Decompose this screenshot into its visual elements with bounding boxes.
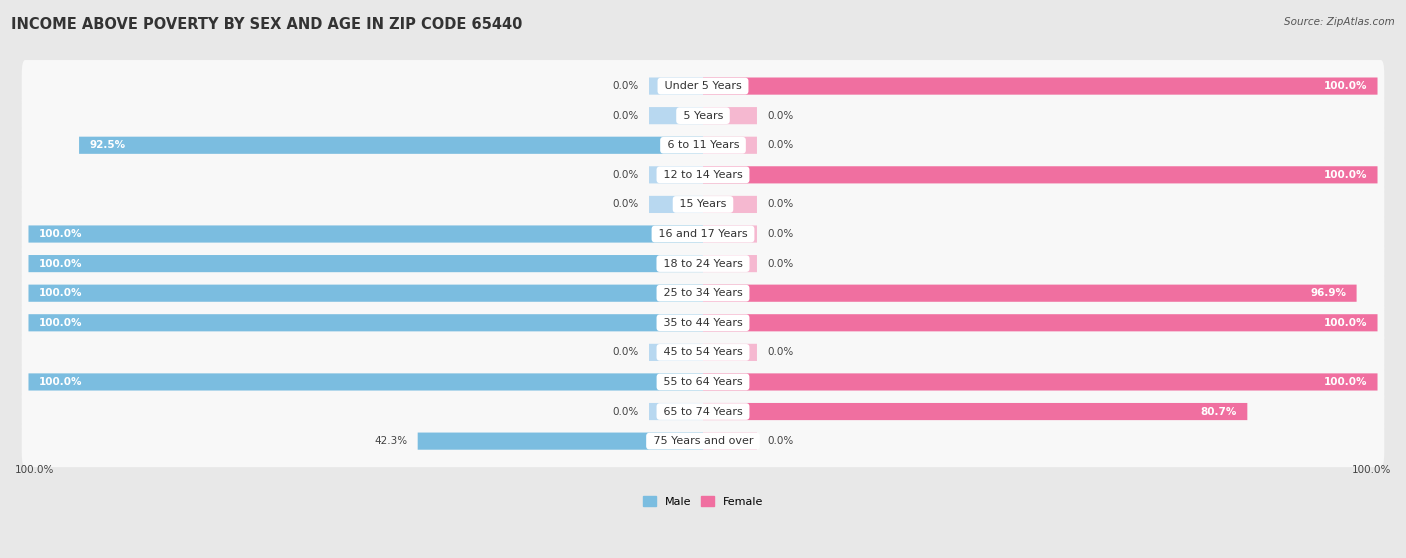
- FancyBboxPatch shape: [703, 166, 1378, 184]
- Text: 15 Years: 15 Years: [676, 199, 730, 209]
- FancyBboxPatch shape: [703, 403, 1247, 420]
- Text: 100.0%: 100.0%: [1324, 81, 1368, 91]
- FancyBboxPatch shape: [21, 119, 1385, 171]
- FancyBboxPatch shape: [28, 225, 703, 243]
- Text: 6 to 11 Years: 6 to 11 Years: [664, 140, 742, 150]
- Text: 42.3%: 42.3%: [374, 436, 408, 446]
- FancyBboxPatch shape: [703, 344, 756, 361]
- FancyBboxPatch shape: [28, 373, 703, 391]
- Text: 0.0%: 0.0%: [768, 110, 793, 121]
- FancyBboxPatch shape: [21, 356, 1385, 408]
- Text: 0.0%: 0.0%: [613, 348, 638, 357]
- Text: 0.0%: 0.0%: [768, 140, 793, 150]
- FancyBboxPatch shape: [703, 285, 1357, 302]
- FancyBboxPatch shape: [28, 314, 703, 331]
- Text: 0.0%: 0.0%: [613, 407, 638, 416]
- FancyBboxPatch shape: [703, 137, 756, 154]
- FancyBboxPatch shape: [21, 238, 1385, 290]
- FancyBboxPatch shape: [79, 137, 703, 154]
- FancyBboxPatch shape: [703, 196, 756, 213]
- FancyBboxPatch shape: [21, 149, 1385, 201]
- Text: 75 Years and over: 75 Years and over: [650, 436, 756, 446]
- FancyBboxPatch shape: [650, 403, 703, 420]
- Text: INCOME ABOVE POVERTY BY SEX AND AGE IN ZIP CODE 65440: INCOME ABOVE POVERTY BY SEX AND AGE IN Z…: [11, 17, 523, 32]
- Text: 0.0%: 0.0%: [768, 199, 793, 209]
- Text: 100.0%: 100.0%: [38, 318, 82, 328]
- Text: 96.9%: 96.9%: [1310, 288, 1347, 298]
- FancyBboxPatch shape: [703, 373, 1378, 391]
- FancyBboxPatch shape: [21, 386, 1385, 437]
- FancyBboxPatch shape: [650, 166, 703, 184]
- FancyBboxPatch shape: [21, 267, 1385, 319]
- FancyBboxPatch shape: [21, 415, 1385, 467]
- Text: 65 to 74 Years: 65 to 74 Years: [659, 407, 747, 416]
- FancyBboxPatch shape: [21, 297, 1385, 349]
- Text: 100.0%: 100.0%: [38, 258, 82, 268]
- Text: 0.0%: 0.0%: [768, 258, 793, 268]
- Text: 92.5%: 92.5%: [89, 140, 125, 150]
- Text: 80.7%: 80.7%: [1201, 407, 1237, 416]
- FancyBboxPatch shape: [703, 314, 1378, 331]
- Text: 0.0%: 0.0%: [613, 110, 638, 121]
- FancyBboxPatch shape: [418, 432, 703, 450]
- Text: Source: ZipAtlas.com: Source: ZipAtlas.com: [1284, 17, 1395, 27]
- Text: 16 and 17 Years: 16 and 17 Years: [655, 229, 751, 239]
- Text: 0.0%: 0.0%: [768, 436, 793, 446]
- Text: 45 to 54 Years: 45 to 54 Years: [659, 348, 747, 357]
- FancyBboxPatch shape: [703, 78, 1378, 95]
- Text: 100.0%: 100.0%: [15, 465, 55, 475]
- FancyBboxPatch shape: [650, 344, 703, 361]
- FancyBboxPatch shape: [28, 255, 703, 272]
- FancyBboxPatch shape: [21, 60, 1385, 112]
- FancyBboxPatch shape: [703, 107, 756, 124]
- Text: 0.0%: 0.0%: [613, 199, 638, 209]
- Text: 100.0%: 100.0%: [38, 229, 82, 239]
- FancyBboxPatch shape: [650, 107, 703, 124]
- FancyBboxPatch shape: [703, 432, 756, 450]
- Text: 0.0%: 0.0%: [768, 348, 793, 357]
- Text: 25 to 34 Years: 25 to 34 Years: [659, 288, 747, 298]
- Text: 100.0%: 100.0%: [38, 288, 82, 298]
- Text: 100.0%: 100.0%: [1324, 318, 1368, 328]
- Text: 18 to 24 Years: 18 to 24 Years: [659, 258, 747, 268]
- FancyBboxPatch shape: [21, 326, 1385, 378]
- Text: 55 to 64 Years: 55 to 64 Years: [659, 377, 747, 387]
- Text: 100.0%: 100.0%: [1351, 465, 1391, 475]
- FancyBboxPatch shape: [703, 255, 756, 272]
- Text: Under 5 Years: Under 5 Years: [661, 81, 745, 91]
- Text: 0.0%: 0.0%: [613, 81, 638, 91]
- Text: 100.0%: 100.0%: [1324, 170, 1368, 180]
- Text: 12 to 14 Years: 12 to 14 Years: [659, 170, 747, 180]
- Text: 0.0%: 0.0%: [613, 170, 638, 180]
- FancyBboxPatch shape: [21, 208, 1385, 260]
- FancyBboxPatch shape: [21, 179, 1385, 230]
- FancyBboxPatch shape: [650, 78, 703, 95]
- FancyBboxPatch shape: [650, 196, 703, 213]
- Text: 0.0%: 0.0%: [768, 229, 793, 239]
- Text: 100.0%: 100.0%: [1324, 377, 1368, 387]
- Text: 100.0%: 100.0%: [38, 377, 82, 387]
- Text: 35 to 44 Years: 35 to 44 Years: [659, 318, 747, 328]
- FancyBboxPatch shape: [28, 285, 703, 302]
- Legend: Male, Female: Male, Female: [638, 492, 768, 511]
- Text: 5 Years: 5 Years: [679, 110, 727, 121]
- FancyBboxPatch shape: [703, 225, 756, 243]
- FancyBboxPatch shape: [21, 90, 1385, 142]
